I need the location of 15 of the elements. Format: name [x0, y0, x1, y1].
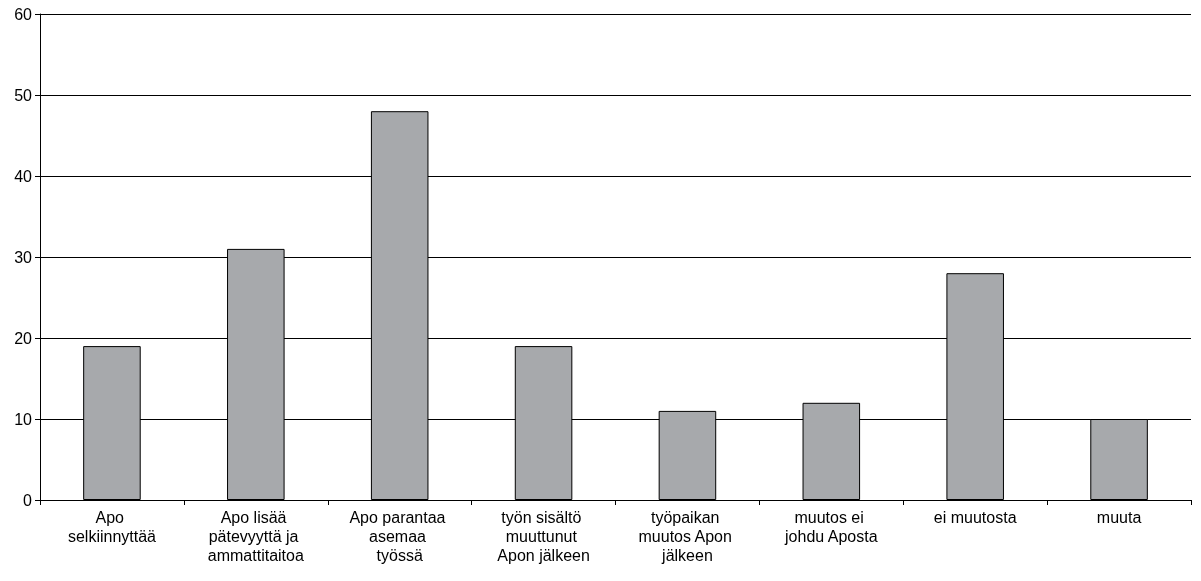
y-tick-label: 10: [14, 410, 33, 428]
y-tick-label: 20: [14, 329, 33, 347]
x-tick-label: työn sisältö muuttunut Apon jälkeen: [497, 509, 590, 564]
x-tick-label: muutos ei johdu Aposta: [784, 509, 878, 545]
x-tick-label: muuta: [1096, 509, 1142, 526]
y-tick-label: 50: [14, 86, 33, 104]
x-tick-label: Apo lisää pätevyyttä ja ammattitaitoa: [207, 509, 304, 564]
x-tick-label: Apo parantaa asemaa työssä: [349, 509, 450, 564]
x-tick-label: työpaikan muutos Apon jälkeen: [638, 509, 737, 564]
y-tick-label: 60: [14, 5, 33, 23]
y-tick-label: 30: [14, 248, 33, 266]
y-tick-label: 40: [14, 167, 33, 185]
x-tick-label: Apo selkiinnyttää: [67, 509, 157, 545]
y-tick-label: 0: [23, 491, 33, 509]
x-tick-label: ei muutosta: [933, 509, 1017, 526]
